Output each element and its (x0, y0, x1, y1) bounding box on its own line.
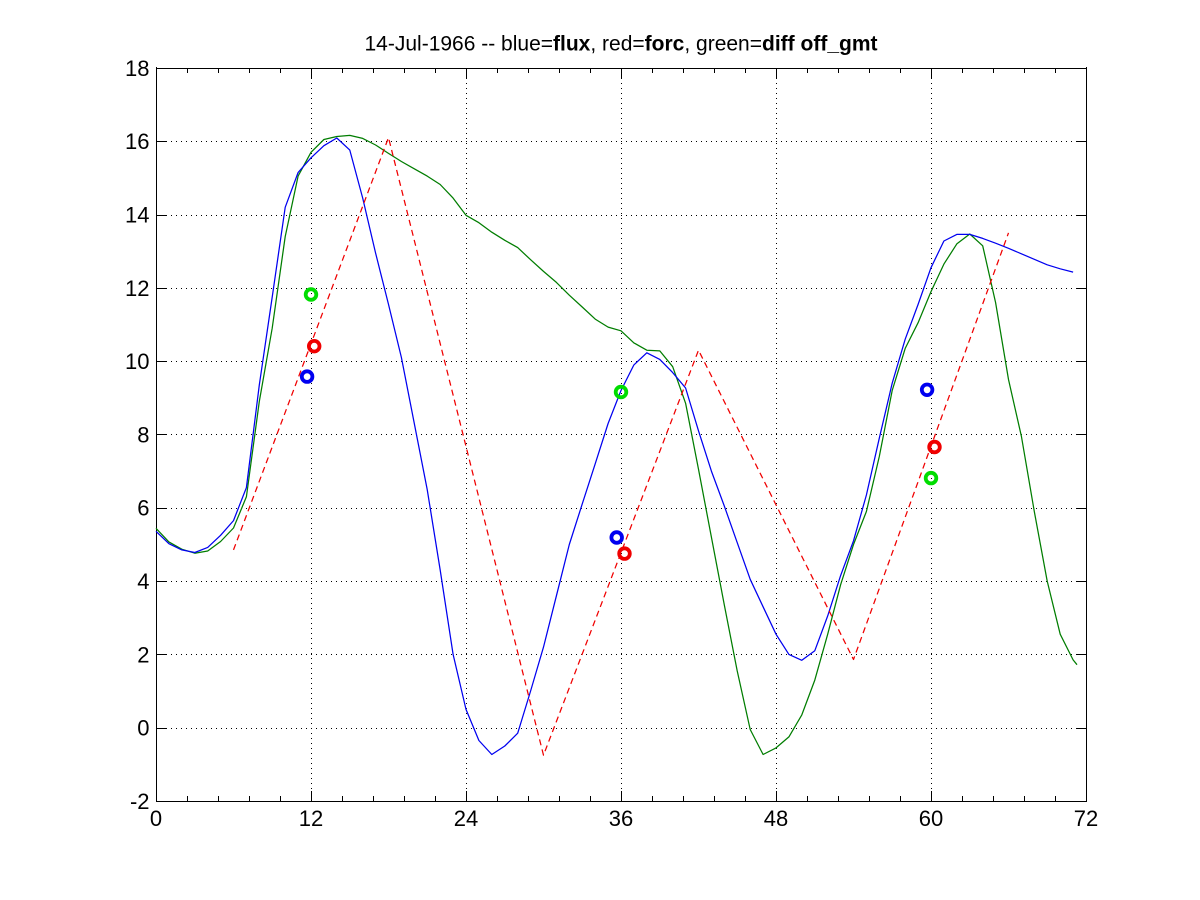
svg-text:10: 10 (125, 349, 149, 374)
svg-text:16: 16 (125, 129, 149, 154)
svg-text:60: 60 (919, 806, 943, 831)
svg-text:0: 0 (137, 716, 149, 741)
svg-text:36: 36 (609, 806, 633, 831)
svg-text:4: 4 (137, 569, 149, 594)
svg-text:8: 8 (137, 422, 149, 447)
svg-text:14: 14 (125, 203, 149, 228)
svg-text:12: 12 (125, 276, 149, 301)
svg-text:14-Jul-1966 -- blue=flux, red=: 14-Jul-1966 -- blue=flux, red=forc, gree… (365, 33, 878, 56)
svg-text:24: 24 (454, 806, 478, 831)
svg-text:48: 48 (764, 806, 788, 831)
svg-text:-2: -2 (130, 789, 150, 814)
svg-text:12: 12 (299, 806, 323, 831)
svg-text:0: 0 (150, 806, 162, 831)
svg-text:18: 18 (125, 56, 149, 81)
svg-text:6: 6 (137, 496, 149, 521)
svg-text:72: 72 (1074, 806, 1098, 831)
svg-text:2: 2 (137, 642, 149, 667)
